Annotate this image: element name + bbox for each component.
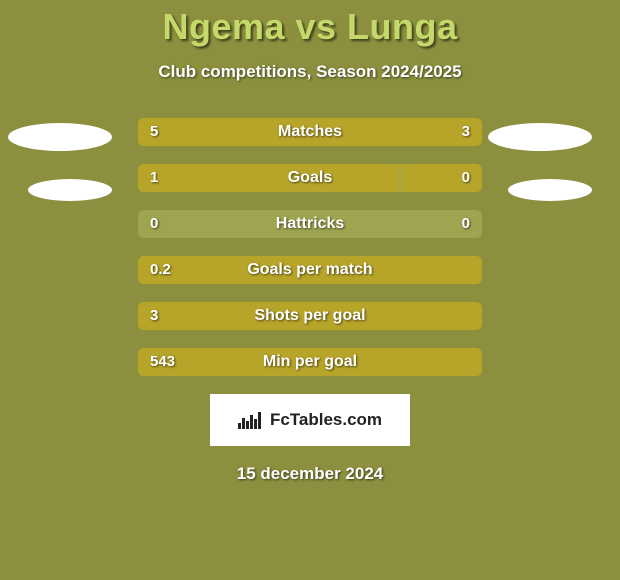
fctables-logo: FcTables.com	[210, 394, 410, 446]
value-right	[458, 348, 482, 376]
comparison-row: 5 3 Matches	[0, 118, 620, 146]
metric-label: Matches	[278, 118, 342, 146]
value-left: 3	[138, 302, 170, 330]
logo-spark-icon	[238, 411, 264, 429]
metric-label: Min per goal	[263, 348, 357, 376]
value-right	[458, 302, 482, 330]
value-right: 3	[450, 118, 482, 146]
value-left: 0	[138, 210, 170, 238]
comparison-rows: 5 3 Matches 1 0 Goals 0 0 Hattricks 0.2 Goals per …	[0, 118, 620, 376]
page-title: Ngema vs Lunga	[0, 0, 620, 48]
value-right: 0	[450, 164, 482, 192]
comparison-row: 543 Min per goal	[0, 348, 620, 376]
subtitle: Club competitions, Season 2024/2025	[0, 62, 620, 82]
comparison-infographic: Ngema vs Lunga Club competitions, Season…	[0, 0, 620, 580]
metric-label: Goals per match	[247, 256, 372, 284]
logo-text: FcTables.com	[270, 410, 382, 430]
comparison-row: 1 0 Goals	[0, 164, 620, 192]
bar-left	[138, 164, 399, 192]
metric-label: Goals	[288, 164, 332, 192]
metric-label: Shots per goal	[254, 302, 365, 330]
metric-label: Hattricks	[276, 210, 344, 238]
value-left: 543	[138, 348, 187, 376]
value-right: 0	[450, 210, 482, 238]
value-left: 5	[138, 118, 170, 146]
date-text: 15 december 2024	[0, 464, 620, 484]
value-right	[458, 256, 482, 284]
comparison-row: 0 0 Hattricks	[0, 210, 620, 238]
comparison-row: 0.2 Goals per match	[0, 256, 620, 284]
value-left: 0.2	[138, 256, 183, 284]
comparison-row: 3 Shots per goal	[0, 302, 620, 330]
value-left: 1	[138, 164, 170, 192]
